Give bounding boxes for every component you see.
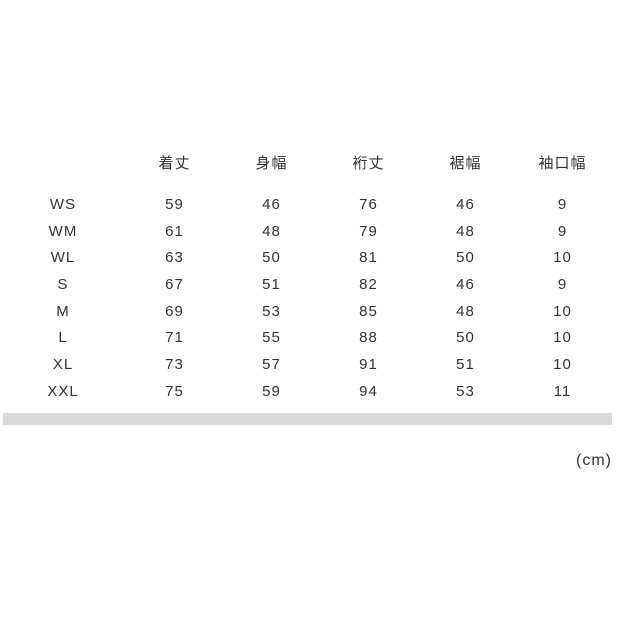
size-label: L bbox=[58, 329, 68, 347]
measurement-cell: 50 bbox=[456, 329, 475, 347]
measurement-cell: 50 bbox=[456, 249, 475, 267]
measurement-cell: 51 bbox=[262, 275, 281, 293]
measurement-cell: 10 bbox=[553, 302, 572, 320]
measurement-cell: 46 bbox=[456, 275, 475, 293]
measurement-cell: 48 bbox=[456, 302, 475, 320]
measurement-cell: 79 bbox=[359, 222, 378, 240]
measurement-cell: 9 bbox=[557, 275, 568, 293]
measurement-cell: 55 bbox=[262, 329, 281, 347]
measurement-cell: 61 bbox=[165, 222, 184, 240]
measurement-cell: 10 bbox=[553, 249, 572, 267]
measurement-cell: 53 bbox=[262, 302, 281, 320]
measurement-cell: 57 bbox=[262, 355, 281, 373]
divider-bar bbox=[3, 413, 612, 425]
table-row: WS 59 46 76 46 9 bbox=[0, 191, 611, 218]
measurement-cell: 46 bbox=[456, 195, 475, 213]
header-measurement-column: 裄丈 bbox=[352, 155, 385, 172]
measurement-cell: 67 bbox=[165, 275, 184, 293]
measurement-cell: 53 bbox=[456, 382, 475, 400]
measurement-cell: 71 bbox=[165, 329, 184, 347]
measurement-cell: 91 bbox=[359, 355, 378, 373]
size-label: WS bbox=[49, 195, 77, 213]
measurement-cell: 51 bbox=[456, 355, 475, 373]
measurement-cell: 81 bbox=[359, 249, 378, 267]
table-row: XL 73 57 91 51 10 bbox=[0, 351, 611, 378]
header-measurement-column: 身幅 bbox=[255, 155, 288, 172]
measurement-cell: 73 bbox=[165, 355, 184, 373]
size-label: M bbox=[56, 302, 70, 320]
measurement-cell: 48 bbox=[262, 222, 281, 240]
header-row: 着丈 身幅 裄丈 裾幅 袖口幅 bbox=[0, 150, 611, 191]
header-measurement-column: 裾幅 bbox=[449, 155, 482, 172]
measurement-cell: 59 bbox=[262, 382, 281, 400]
size-label: S bbox=[57, 275, 69, 293]
measurement-cell: 50 bbox=[262, 249, 281, 267]
measurement-cell: 75 bbox=[165, 382, 184, 400]
size-label: XXL bbox=[47, 382, 79, 400]
measurement-cell: 9 bbox=[557, 195, 568, 213]
table-row: M 69 53 85 48 10 bbox=[0, 298, 611, 325]
header-measurement-column: 着丈 bbox=[158, 155, 191, 172]
size-label: WM bbox=[48, 222, 78, 240]
measurement-cell: 10 bbox=[553, 329, 572, 347]
header-measurement-column: 袖口幅 bbox=[538, 155, 587, 172]
measurement-cell: 9 bbox=[557, 222, 568, 240]
table-row: XXL 75 59 94 53 11 bbox=[0, 378, 611, 405]
measurement-cell: 76 bbox=[359, 195, 378, 213]
measurement-cell: 10 bbox=[553, 355, 572, 373]
measurement-cell: 59 bbox=[165, 195, 184, 213]
table-row: L 71 55 88 50 10 bbox=[0, 324, 611, 351]
table-row: WM 61 48 79 48 9 bbox=[0, 218, 611, 245]
measurement-cell: 94 bbox=[359, 382, 378, 400]
measurement-cell: 11 bbox=[553, 382, 572, 400]
size-label: XL bbox=[52, 355, 74, 373]
measurement-cell: 85 bbox=[359, 302, 378, 320]
measurement-cell: 63 bbox=[165, 249, 184, 267]
size-spec-table: 着丈 身幅 裄丈 裾幅 袖口幅 WS 59 46 76 46 9 WM 61 48 79 48 9 WL 63 50… bbox=[0, 150, 611, 405]
size-table-body: WS 59 46 76 46 9 WM 61 48 79 48 9 WL 63 50 81 50 10 S 67 51 8… bbox=[0, 191, 611, 405]
measurement-cell: 69 bbox=[165, 302, 184, 320]
table-row: WL 63 50 81 50 10 bbox=[0, 244, 611, 271]
unit-label: (cm) bbox=[576, 452, 612, 469]
measurement-cell: 46 bbox=[262, 195, 281, 213]
measurement-cell: 88 bbox=[359, 329, 378, 347]
header-size-column bbox=[0, 150, 126, 191]
measurement-cell: 82 bbox=[359, 275, 378, 293]
size-label: WL bbox=[50, 249, 76, 267]
table-row: S 67 51 82 46 9 bbox=[0, 271, 611, 298]
measurement-cell: 48 bbox=[456, 222, 475, 240]
